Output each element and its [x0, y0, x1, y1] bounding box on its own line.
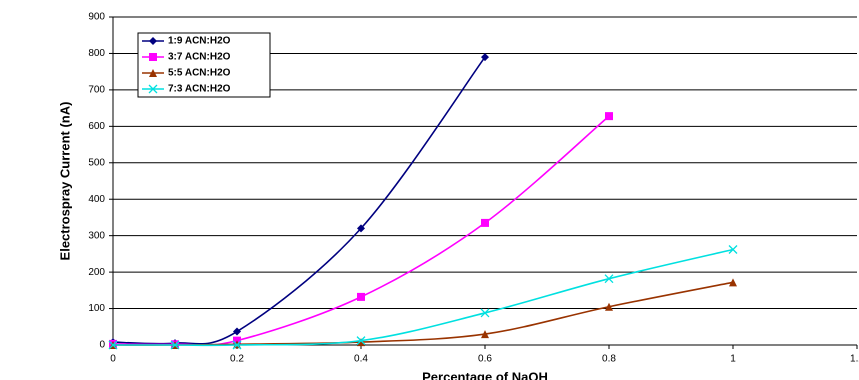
- y-tick-label: 800: [88, 48, 105, 59]
- marker: [356, 336, 366, 346]
- marker: [357, 292, 365, 301]
- legend-label: 7:3 ACN:H2O: [168, 84, 231, 95]
- marker: [481, 218, 489, 227]
- y-axis-title: Electrospray Current (nA): [57, 102, 72, 261]
- legend-label: 5:5 ACN:H2O: [168, 68, 231, 79]
- marker: [232, 340, 242, 350]
- x-tick-label: 0.8: [602, 354, 616, 365]
- marker: [481, 53, 489, 62]
- marker: [728, 245, 738, 254]
- marker: [604, 274, 614, 284]
- marker: [729, 278, 737, 287]
- legend-box: [137, 32, 271, 98]
- legend-marker: [149, 69, 157, 77]
- x-tick-label: 1: [730, 354, 736, 365]
- marker: [605, 302, 613, 311]
- marker: [108, 340, 118, 350]
- x-tick-label: 1.2: [850, 354, 859, 365]
- legend-marker: [148, 84, 158, 94]
- legend-label: 1:9 ACN:H2O: [168, 36, 231, 47]
- y-tick-label: 500: [88, 157, 105, 168]
- x-tick-label: 0.2: [230, 354, 244, 365]
- marker: [605, 112, 613, 121]
- y-tick-label: 600: [88, 121, 105, 132]
- x-tick-label: 0.4: [354, 354, 368, 365]
- legend-marker: [149, 53, 157, 61]
- series-line: [112, 248, 734, 347]
- y-tick-label: 900: [88, 12, 105, 23]
- y-tick-label: 700: [88, 85, 105, 96]
- series-line: [112, 56, 486, 345]
- x-tick-label: 0.6: [478, 354, 492, 365]
- marker: [170, 340, 180, 350]
- legend: 1:9 ACN:H2O 3:7 ACN:H2O 5:5 ACN:H2O 7:3 ACN…: [137, 32, 271, 98]
- y-tick-label: 300: [88, 230, 105, 241]
- legend-marker: [149, 37, 157, 45]
- x-axis-title: Percentage of NaOH: [422, 369, 548, 380]
- marker: [481, 330, 489, 339]
- y-tick-label: 0: [99, 340, 105, 351]
- marker: [357, 224, 365, 233]
- y-tick-label: 200: [88, 267, 105, 278]
- legend-label: 3:7 ACN:H2O: [168, 52, 231, 63]
- marker: [480, 308, 490, 318]
- y-tick-label: 400: [88, 194, 105, 205]
- marker: [357, 338, 365, 347]
- x-tick-label: 0: [110, 354, 116, 365]
- series-line: [112, 281, 734, 346]
- y-tick-label: 100: [88, 303, 105, 314]
- marker: [233, 327, 241, 336]
